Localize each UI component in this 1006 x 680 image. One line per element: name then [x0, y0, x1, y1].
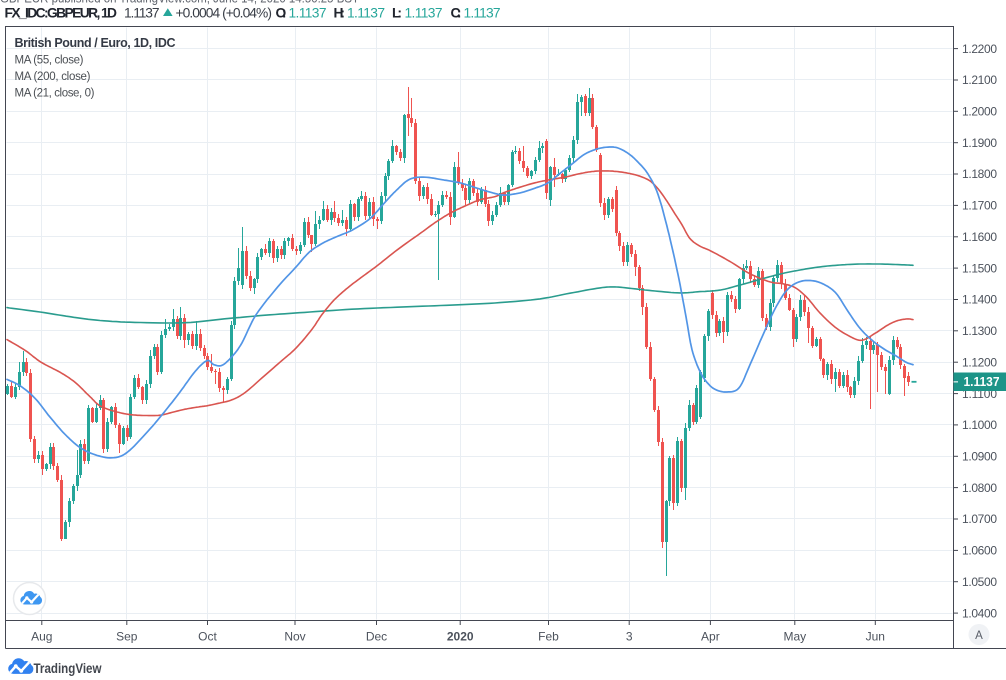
svg-text:1.1500: 1.1500 — [962, 261, 997, 275]
svg-text:1.2200: 1.2200 — [962, 42, 997, 56]
svg-text:A: A — [975, 630, 983, 642]
svg-text:3: 3 — [626, 630, 633, 644]
svg-text:1.0900: 1.0900 — [962, 450, 997, 464]
svg-text:May: May — [783, 630, 806, 644]
svg-text:C:: C: — [451, 6, 462, 21]
svg-text:H:: H: — [334, 6, 346, 21]
svg-text:1.1700: 1.1700 — [962, 199, 997, 213]
svg-text:1.1200: 1.1200 — [962, 355, 997, 369]
svg-text:O:: O: — [276, 6, 287, 21]
svg-text:1.1137: 1.1137 — [347, 6, 385, 21]
svg-text:GBPEUR published on TradingVie: GBPEUR published on TradingView.com, Jun… — [0, 0, 359, 6]
svg-text:L:: L: — [392, 6, 402, 21]
svg-text:Oct: Oct — [198, 630, 217, 644]
svg-text:Nov: Nov — [284, 630, 305, 644]
svg-text:1.1137: 1.1137 — [464, 6, 501, 21]
svg-text:1.1600: 1.1600 — [962, 230, 997, 244]
svg-text:British Pound / Euro, 1D, IDC: British Pound / Euro, 1D, IDC — [15, 36, 176, 50]
svg-text:1.1137: 1.1137 — [289, 6, 327, 21]
svg-text:1.0700: 1.0700 — [962, 512, 997, 526]
svg-text:MA (21, close, 0): MA (21, close, 0) — [15, 88, 95, 100]
svg-text:2020: 2020 — [447, 630, 474, 644]
svg-text:MA (55, close): MA (55, close) — [15, 55, 84, 67]
svg-text:FX_IDC:GBPEUR, 1D: FX_IDC:GBPEUR, 1D — [5, 6, 118, 21]
svg-text:1.1137: 1.1137 — [405, 6, 443, 21]
svg-text:1.0400: 1.0400 — [962, 606, 997, 620]
svg-text:1.2000: 1.2000 — [962, 105, 997, 119]
svg-text:1.1000: 1.1000 — [962, 418, 997, 432]
svg-text:Aug: Aug — [31, 630, 52, 644]
svg-text:1.1900: 1.1900 — [962, 136, 997, 150]
svg-text:+0.0004 (+0.04%): +0.0004 (+0.04%) — [176, 6, 273, 21]
svg-text:Jun: Jun — [866, 630, 885, 644]
svg-text:1.1300: 1.1300 — [962, 324, 997, 338]
svg-text:Feb: Feb — [538, 630, 559, 644]
svg-text:1.1137: 1.1137 — [124, 6, 160, 21]
svg-text:1.0800: 1.0800 — [962, 481, 997, 495]
svg-text:1.2100: 1.2100 — [962, 73, 997, 87]
svg-text:Sep: Sep — [116, 630, 138, 644]
svg-text:MA (200, close): MA (200, close) — [15, 71, 91, 83]
svg-text:Dec: Dec — [366, 630, 387, 644]
svg-text:TradingView: TradingView — [34, 661, 102, 676]
svg-text:1.0500: 1.0500 — [962, 575, 997, 589]
svg-text:1.1800: 1.1800 — [962, 167, 997, 181]
svg-text:1.1400: 1.1400 — [962, 293, 997, 307]
svg-text:Apr: Apr — [701, 630, 720, 644]
svg-text:1.1137: 1.1137 — [964, 375, 1000, 389]
svg-text:1.0600: 1.0600 — [962, 544, 997, 558]
